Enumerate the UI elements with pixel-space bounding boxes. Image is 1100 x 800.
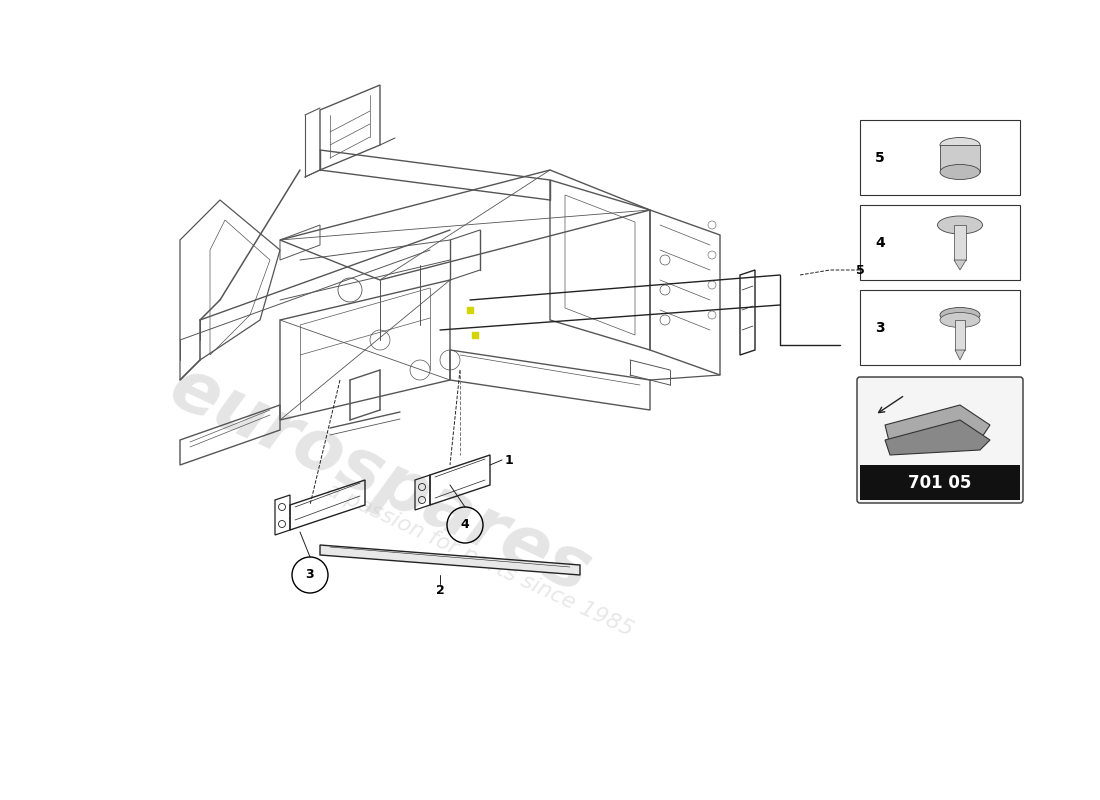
Bar <box>860 205 1020 280</box>
Polygon shape <box>886 420 990 455</box>
Text: 4: 4 <box>461 518 470 531</box>
Text: a passion for parts since 1985: a passion for parts since 1985 <box>323 480 637 640</box>
Text: 5: 5 <box>876 151 884 165</box>
Ellipse shape <box>940 307 980 322</box>
Ellipse shape <box>937 216 982 234</box>
Text: 4: 4 <box>876 236 884 250</box>
Polygon shape <box>955 350 965 360</box>
Bar <box>954 225 966 260</box>
Bar <box>940 145 980 172</box>
Bar <box>860 120 1020 195</box>
Ellipse shape <box>940 165 980 179</box>
Polygon shape <box>886 405 990 445</box>
Text: 701 05: 701 05 <box>909 474 971 491</box>
Bar <box>860 465 1020 500</box>
Polygon shape <box>320 545 580 575</box>
FancyBboxPatch shape <box>857 377 1023 503</box>
Text: 1: 1 <box>505 454 514 466</box>
Ellipse shape <box>940 138 980 153</box>
Text: 3: 3 <box>306 569 315 582</box>
Ellipse shape <box>940 313 980 327</box>
Bar <box>955 320 965 350</box>
Text: eurospares: eurospares <box>158 352 602 608</box>
Polygon shape <box>954 260 966 270</box>
Text: 3: 3 <box>876 321 884 335</box>
Text: 5: 5 <box>856 263 865 277</box>
Text: 2: 2 <box>436 583 444 597</box>
Bar <box>860 290 1020 365</box>
